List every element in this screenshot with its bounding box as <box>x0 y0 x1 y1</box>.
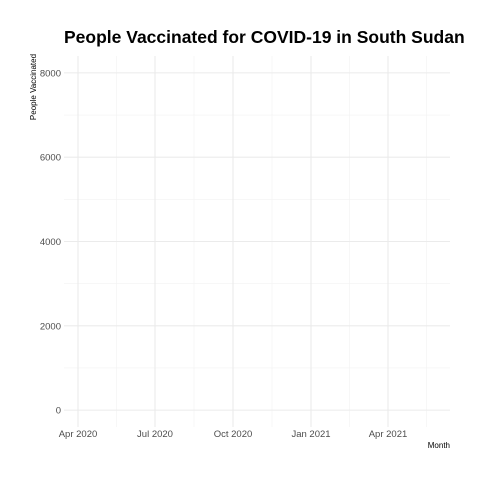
x-tick-label: Apr 2020 <box>59 429 98 440</box>
y-axis-ticks: 0 2000 4000 6000 8000 <box>40 68 61 416</box>
x-tick-label: Jul 2020 <box>137 429 173 440</box>
chart-title: People Vaccinated for COVID-19 in South … <box>64 27 465 47</box>
y-axis-label: People Vaccinated <box>29 54 38 120</box>
x-tick-label: Apr 2021 <box>369 429 408 440</box>
y-tick-label: 2000 <box>40 321 61 332</box>
x-tick-label: Jan 2021 <box>291 429 330 440</box>
x-tick-label: Oct 2020 <box>214 429 253 440</box>
x-axis-ticks: Apr 2020 Jul 2020 Oct 2020 Jan 2021 Apr 2021 <box>59 429 408 440</box>
y-tick-label: 6000 <box>40 153 61 164</box>
y-tick-label: 4000 <box>40 237 61 248</box>
x-axis-label: Month <box>428 441 450 450</box>
y-tick-label: 0 <box>56 406 61 417</box>
major-gridlines <box>64 56 450 427</box>
y-tick-label: 8000 <box>40 68 61 79</box>
